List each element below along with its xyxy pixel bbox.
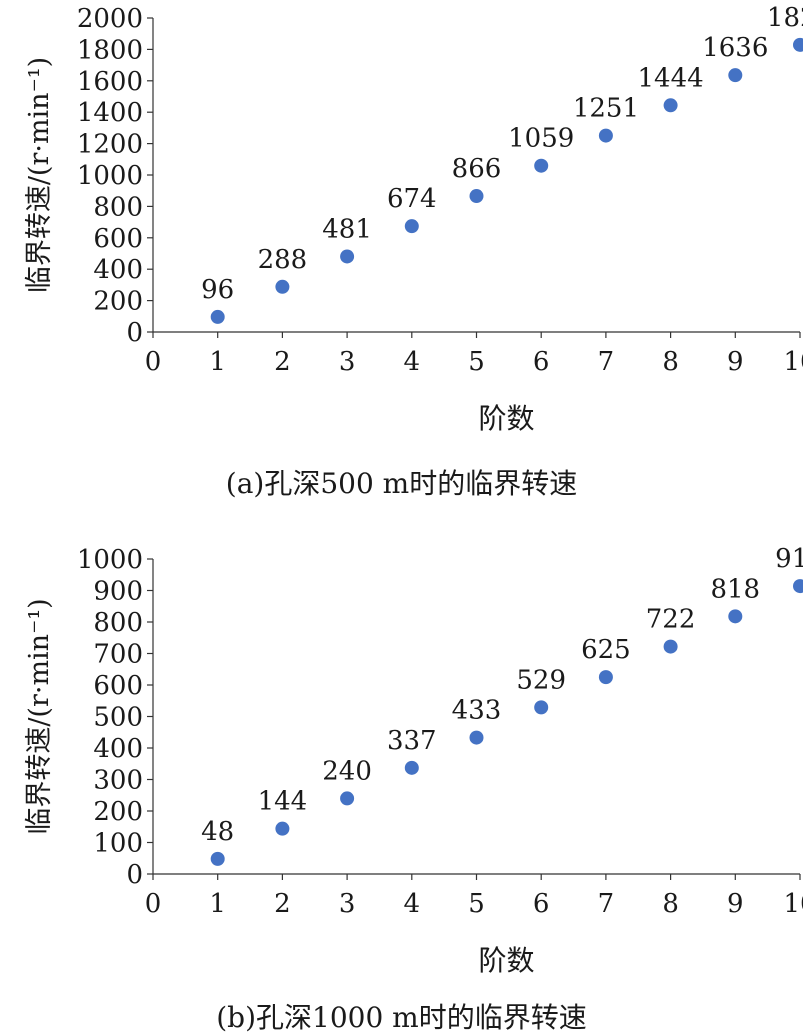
chart-a-caption: (a)孔深500 m时的临界转速 (225, 467, 578, 500)
chart-b-data-label: 48 (201, 817, 234, 847)
chart-a-data-point (728, 68, 743, 83)
chart-a-x-tick-label: 6 (533, 347, 550, 377)
chart-a-data-label: 288 (258, 245, 308, 275)
chart-a-data-point (210, 309, 225, 324)
chart-b-x-tick-label: 5 (468, 889, 485, 919)
chart-b-y-tick-label: 200 (93, 797, 143, 827)
chart-a-data-label: 1059 (508, 124, 574, 154)
chart-a-x-tick-label: 4 (404, 347, 421, 377)
chart-a-x-tick-label: 5 (468, 347, 485, 377)
chart-a-data-point (275, 279, 290, 294)
chart-a-x-tick-label: 8 (662, 347, 679, 377)
chart-b-y-tick-label: 300 (93, 766, 143, 796)
chart-b-data-point (275, 821, 290, 836)
chart-b-y-tick-label: 100 (93, 829, 143, 859)
chart-a-data-point (534, 158, 549, 173)
chart-b-x-tick-label: 7 (598, 889, 615, 919)
chart-a-y-axis-title: 临界转速/(r·min⁻¹) (24, 57, 55, 293)
chart-b-x-tick-label: 1 (209, 889, 226, 919)
chart-a-y-tick-label: 1400 (77, 98, 143, 128)
chart-a-y-tick-label: 1200 (77, 130, 143, 160)
chart-b-x-tick-label: 0 (145, 889, 162, 919)
chart-b-x-tick-label: 6 (533, 889, 550, 919)
chart-a-y-tick-label: 600 (93, 224, 143, 254)
chart-b-data-point (469, 730, 484, 745)
chart-b-data-label: 625 (581, 635, 631, 665)
chart-b-caption: (b)孔深1000 m时的临界转速 (216, 1001, 587, 1034)
chart-b-data-label: 914 (775, 544, 803, 574)
chart-a-data-point (404, 219, 419, 234)
chart-a-data-point (340, 249, 355, 264)
chart-a-x-tick-label: 3 (339, 347, 356, 377)
chart-b-data-point (340, 791, 355, 806)
chart-a-data-label: 1444 (638, 63, 704, 93)
chart-b-x-tick-label: 4 (404, 889, 421, 919)
chart-b-data-point (663, 639, 678, 654)
chart-b-data-point (210, 851, 225, 866)
chart-b-y-tick-label: 800 (93, 608, 143, 638)
chart-b-data-point (728, 609, 743, 624)
chart-a-y-tick-label: 1000 (77, 161, 143, 191)
chart-a-x-tick-label: 2 (274, 347, 291, 377)
chart-a-x-tick-label: 9 (727, 347, 744, 377)
chart-b-data-label: 722 (646, 605, 696, 635)
chart-b-y-tick-label: 0 (126, 860, 143, 890)
chart-b-x-tick-label: 8 (662, 889, 679, 919)
chart-a-x-tick-label: 1 (209, 347, 226, 377)
chart-a-data-label: 1636 (702, 33, 768, 63)
chart-a-y-tick-label: 1800 (77, 35, 143, 65)
chart-a-x-tick-label: 0 (145, 347, 162, 377)
chart-b-y-tick-label: 600 (93, 671, 143, 701)
chart-b-y-axis-title: 临界转速/(r·min⁻¹) (24, 598, 55, 834)
chart-b-y-tick-label: 500 (93, 703, 143, 733)
chart-b-x-axis-title: 阶数 (478, 944, 534, 977)
chart-a-y-tick-label: 800 (93, 192, 143, 222)
chart-b-y-tick-label: 400 (93, 734, 143, 764)
chart-b: 0 100 200 300 400 500 600 700 800 900 1000 0 1 2 3 4 5 6 7… (0, 530, 803, 1036)
chart-b-y-tick-label: 900 (93, 577, 143, 607)
chart-a-data-label: 1251 (573, 94, 639, 124)
chart-b-data-point (534, 700, 549, 715)
chart-b-data-point (598, 670, 613, 685)
chart-b-y-tick-label: 1000 (77, 545, 143, 575)
chart-a-x-tick-label: 7 (598, 347, 615, 377)
chart-b-data-point (793, 579, 803, 594)
chart-b-data-label: 240 (322, 756, 372, 786)
chart-a-y-tick-label: 400 (93, 255, 143, 285)
chart-a-x-axis-title: 阶数 (478, 402, 534, 435)
chart-b-x-tick-label: 9 (727, 889, 744, 919)
chart-a-data-label: 481 (322, 214, 372, 244)
chart-b-data-label: 433 (452, 696, 502, 726)
chart-a: 0 200 400 600 800 1000 1200 1400 1600 1800 2000 0 1 2… (0, 0, 803, 510)
chart-a-data-label: 1829 (767, 3, 803, 33)
chart-b-data-label: 337 (387, 726, 437, 756)
chart-a-data-label: 674 (387, 184, 437, 214)
chart-b-x-tick-label: 10 (783, 889, 803, 919)
chart-a-data-point (598, 128, 613, 143)
chart-a-data-label: 866 (452, 154, 502, 184)
chart-b-x-tick-label: 2 (274, 889, 291, 919)
chart-b-x-tick-label: 3 (339, 889, 356, 919)
chart-b-data-label: 144 (258, 787, 308, 817)
chart-a-data-point (663, 98, 678, 113)
chart-a-data-point (793, 37, 803, 52)
chart-a-y-tick-label: 2000 (77, 4, 143, 34)
chart-b-data-point (404, 760, 419, 775)
chart-b-y-tick-label: 700 (93, 640, 143, 670)
chart-a-data-label: 96 (201, 275, 234, 305)
chart-a-data-point (469, 189, 484, 204)
chart-a-y-tick-label: 1600 (77, 67, 143, 97)
chart-b-data-label: 818 (710, 574, 760, 604)
chart-a-y-tick-label: 0 (126, 318, 143, 348)
chart-b-data-label: 529 (516, 665, 566, 695)
chart-a-x-tick-label: 10 (783, 347, 803, 377)
chart-a-y-tick-label: 200 (93, 287, 143, 317)
